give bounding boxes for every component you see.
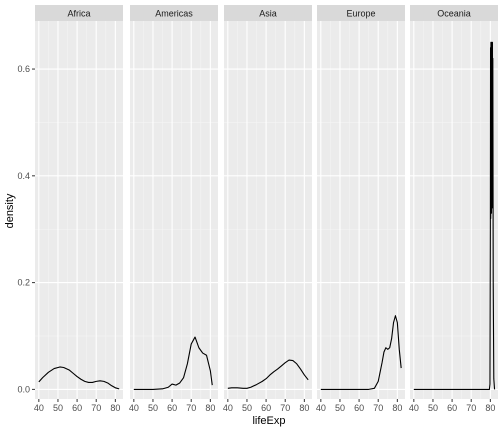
- x-tick-label: 80: [392, 403, 402, 413]
- x-tick-label: 70: [186, 403, 196, 413]
- density-line-africa: [38, 366, 120, 390]
- facet-strip: [224, 5, 312, 21]
- density-line-americas: [133, 336, 213, 390]
- facet-panel-africa: Africa 40 50 60 70 80: [34, 5, 123, 413]
- x-axis-title: lifeExp: [252, 415, 285, 427]
- x-tick-label: 70: [466, 403, 476, 413]
- facet-strip: [130, 5, 218, 21]
- x-tick-label: 50: [428, 403, 438, 413]
- x-tick-label: 60: [167, 403, 177, 413]
- facet-strip-label: Americas: [155, 9, 193, 19]
- x-tick-label: 50: [242, 403, 252, 413]
- x-tick-label: 50: [53, 403, 63, 413]
- facet-strip: [410, 5, 498, 21]
- density-line-europe: [320, 315, 402, 390]
- x-tick-label: 80: [110, 403, 120, 413]
- x-tick-label: 50: [335, 403, 345, 413]
- facet-strip: [35, 5, 123, 21]
- x-tick-label: 70: [280, 403, 290, 413]
- x-tick-label: 60: [447, 403, 457, 413]
- facet-panel-americas: Americas 40 50 60 70 80: [129, 5, 218, 413]
- facet-panels: Africa 40 50 60 70 80 Americas 40 50 60 70 80 Asia 40…: [34, 5, 498, 413]
- density-line-asia: [227, 359, 309, 389]
- facet-strip-label: Africa: [67, 9, 90, 19]
- x-tick-label: 40: [129, 403, 139, 413]
- y-axis: 0.0 0.2 0.4 0.6: [17, 64, 35, 394]
- density-line-oceania: [413, 41, 496, 390]
- x-tick-label: 40: [34, 403, 44, 413]
- x-tick-label: 70: [91, 403, 101, 413]
- facet-panel-oceania: Oceania 40 50 60 70 80: [409, 5, 498, 413]
- facet-strip-label: Oceania: [437, 9, 471, 19]
- y-tick-label: 0.0: [17, 384, 30, 394]
- facet-strip-label: Asia: [259, 9, 277, 19]
- x-tick-label: 60: [72, 403, 82, 413]
- y-tick-label: 0.2: [17, 278, 30, 288]
- x-tick-label: 60: [261, 403, 271, 413]
- facet-panel-asia: Asia 40 50 60 70 80: [223, 5, 312, 413]
- x-tick-label: 80: [205, 403, 215, 413]
- x-tick-label: 80: [299, 403, 309, 413]
- y-axis-title: density: [4, 193, 16, 228]
- y-tick-label: 0.4: [17, 171, 30, 181]
- x-tick-label: 60: [354, 403, 364, 413]
- x-tick-label: 40: [316, 403, 326, 413]
- facet-strip-label: Europe: [346, 9, 375, 19]
- y-tick-label: 0.6: [17, 64, 30, 74]
- x-tick-label: 40: [223, 403, 233, 413]
- x-tick-label: 40: [409, 403, 419, 413]
- x-tick-label: 70: [373, 403, 383, 413]
- x-tick-label: 80: [485, 403, 495, 413]
- facet-panel-europe: Europe 40 50 60 70 80: [316, 5, 405, 413]
- facet-strip: [317, 5, 405, 21]
- x-tick-label: 50: [148, 403, 158, 413]
